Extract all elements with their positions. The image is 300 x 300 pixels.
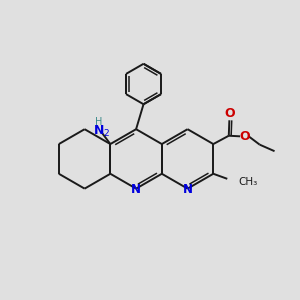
Text: CH₃: CH₃ <box>238 177 257 187</box>
Text: 2: 2 <box>103 129 109 138</box>
Text: O: O <box>224 107 235 120</box>
Text: O: O <box>239 130 250 143</box>
Text: N: N <box>183 183 193 196</box>
Text: N: N <box>131 183 141 196</box>
Text: N: N <box>94 124 104 136</box>
Text: H: H <box>95 117 103 127</box>
